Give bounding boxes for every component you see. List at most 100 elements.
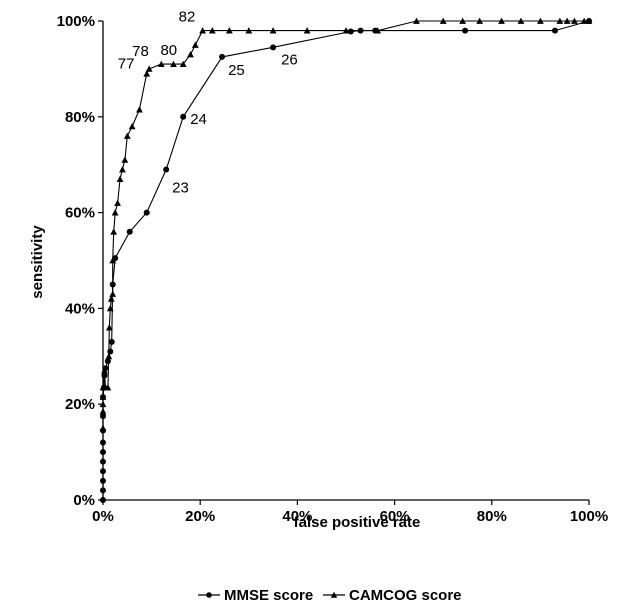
series-camcog-score xyxy=(99,17,593,432)
camcog-score-point xyxy=(111,209,119,216)
camcog-score-point xyxy=(342,27,350,34)
mmse-score-point xyxy=(180,113,187,120)
camcog-score-point xyxy=(517,17,525,24)
x-axis-ticks: 0% 20% 40% 60% 80% 100% xyxy=(92,500,608,525)
mmse-score-point xyxy=(104,358,111,365)
camcog-score-point xyxy=(99,424,107,432)
camcog-score-point xyxy=(123,132,131,139)
camcog-score-point xyxy=(413,17,420,24)
camcog-score-point xyxy=(116,175,124,182)
threshold-label: 80 xyxy=(160,42,177,59)
threshold-label: 82 xyxy=(179,9,196,26)
x-tick-label: 80% xyxy=(477,508,507,525)
x-tick-label: 60% xyxy=(380,508,410,525)
y-tick-label: 0% xyxy=(73,492,95,509)
camcog-score-line xyxy=(102,20,589,429)
mmse-score-point xyxy=(462,27,469,34)
camcog-score-point xyxy=(99,407,107,415)
camcog-score-point xyxy=(109,290,117,297)
camcog-score-point xyxy=(556,17,564,24)
mmse-score-point xyxy=(100,439,106,446)
mmse-score-point xyxy=(107,348,114,355)
camcog-score-point xyxy=(187,51,194,58)
x-tick-label: 0% xyxy=(92,508,114,525)
threshold-label: 77 xyxy=(118,56,135,73)
camcog-score-point xyxy=(136,106,143,113)
x-tick-label: 20% xyxy=(185,508,215,525)
threshold-label: 25 xyxy=(228,62,245,79)
camcog-score-point xyxy=(580,17,588,24)
camcog-score-point xyxy=(563,17,571,24)
camcog-score-point xyxy=(143,70,151,77)
camcog-score-point xyxy=(99,393,107,400)
mmse-score-point xyxy=(551,27,558,34)
camcog-score-point xyxy=(157,60,165,67)
mmse-score-point xyxy=(219,53,226,60)
mmse-score-point xyxy=(163,166,170,173)
camcog-score-point xyxy=(99,400,107,408)
camcog-score-point xyxy=(537,17,544,24)
camcog-score-point xyxy=(476,17,484,24)
camcog-score-point xyxy=(105,324,113,331)
mmse-score-point xyxy=(100,449,106,456)
camcog-score-point xyxy=(571,17,578,24)
y-axis-title: sensitivity xyxy=(29,225,46,299)
legend-item-camcog-score: CAMCOG score xyxy=(323,587,462,604)
y-tick-label: 20% xyxy=(65,396,95,413)
mmse-score-point xyxy=(100,497,106,503)
threshold-label: 23 xyxy=(172,179,189,196)
mmse-score-point xyxy=(100,458,106,465)
threshold-label: 26 xyxy=(281,51,298,68)
camcog-score-point xyxy=(109,257,117,264)
camcog-score-point xyxy=(269,27,277,34)
mmse-score-line xyxy=(102,20,590,500)
legend-label: MMSE score xyxy=(224,587,313,604)
camcog-score-point xyxy=(121,156,129,163)
mmse-score-point xyxy=(100,477,106,484)
camcog-score-point xyxy=(208,27,216,34)
series-mmse-score xyxy=(100,18,592,503)
x-tick-label: 100% xyxy=(570,508,608,525)
camcog-score-point xyxy=(119,166,126,173)
legend-label: CAMCOG score xyxy=(349,587,462,604)
camcog-score-point xyxy=(106,305,114,312)
mmse-score-point xyxy=(270,44,277,51)
camcog-score-point xyxy=(128,122,136,130)
camcog-score-point xyxy=(585,17,593,24)
camcog-score-point xyxy=(107,295,115,302)
camcog-score-point xyxy=(104,384,112,391)
legend-item-mmse-score: MMSE score xyxy=(198,587,313,604)
camcog-score-point xyxy=(303,27,311,34)
mmse-score-point xyxy=(108,338,115,345)
mmse-score-point xyxy=(126,228,133,235)
camcog-score-point xyxy=(191,41,199,48)
axes xyxy=(102,21,589,501)
series-layer xyxy=(99,17,593,503)
camcog-score-point xyxy=(245,27,253,34)
camcog-score-point xyxy=(145,65,153,72)
mmse-score-point xyxy=(100,468,106,475)
camcog-score-point xyxy=(199,27,207,34)
camcog-score-point xyxy=(114,199,121,206)
legend: MMSE score CAMCOG score xyxy=(198,587,462,604)
camcog-score-point xyxy=(105,352,113,360)
y-tick-label: 100% xyxy=(57,13,95,30)
camcog-score-point xyxy=(101,367,108,374)
camcog-score-point xyxy=(498,17,505,24)
camcog-score-point xyxy=(179,60,187,67)
mmse-score-point xyxy=(143,209,150,216)
mmse-score-point xyxy=(347,28,354,35)
y-tick-label: 80% xyxy=(65,109,95,126)
legend-marker-triangle xyxy=(330,591,338,598)
camcog-score-point xyxy=(459,17,467,24)
camcog-score-point xyxy=(374,27,381,34)
threshold-label: 24 xyxy=(190,111,207,128)
camcog-score-point xyxy=(225,27,233,34)
camcog-score-point xyxy=(170,60,177,67)
mmse-score-point xyxy=(100,487,106,494)
camcog-score-point xyxy=(110,228,118,235)
y-axis-ticks: 0% 20% 40% 60% 80% 100% xyxy=(57,13,103,509)
x-axis-title: false positive rate xyxy=(294,514,421,531)
